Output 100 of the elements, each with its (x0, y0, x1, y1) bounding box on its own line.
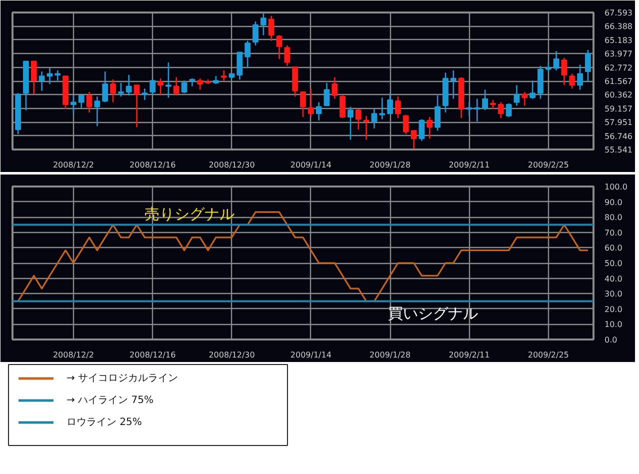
candlestick (30, 60, 37, 95)
candlestick (402, 114, 409, 135)
candlestick (561, 57, 568, 86)
y-tick-label: 67.593 (604, 8, 632, 18)
candlestick (387, 92, 394, 114)
candlestick (102, 70, 108, 103)
candlestick (474, 98, 480, 122)
y-tick-label: 65.183 (604, 36, 632, 45)
candlestick (410, 130, 417, 150)
legend-label: → ハイライン 75% (66, 395, 154, 406)
y-tick-label: 0.0 (604, 336, 618, 344)
x-tick-label: 2008/12/2 (52, 350, 94, 360)
candlestick (585, 49, 591, 82)
candlestick (244, 40, 251, 69)
candlestick (450, 70, 456, 100)
candlestick (78, 94, 84, 109)
y-tick-label: 66.388 (604, 22, 632, 32)
y-tick-label: 60.0 (604, 244, 622, 253)
candlestick (530, 80, 536, 100)
legend-label: ロウライン 25% (66, 417, 142, 428)
y-tick-label: 61.567 (604, 77, 632, 86)
y-tick-label: 62.772 (604, 63, 632, 72)
candlestick (355, 108, 362, 130)
x-tick-label: 2009/1/14 (290, 350, 332, 360)
x-tick-label: 2009/2/11 (448, 350, 490, 360)
x-tick-label: 2009/1/14 (290, 160, 332, 170)
candlestick (86, 91, 92, 114)
y-tick-label: 59.157 (604, 104, 632, 114)
candlestick (363, 115, 370, 140)
y-tick-label: 63.977 (604, 50, 632, 59)
candlestick (371, 108, 378, 130)
candlestick (332, 76, 338, 100)
candlestick (498, 102, 504, 119)
y-tick-label: 60.362 (604, 90, 632, 100)
candlestick (236, 52, 243, 80)
y-tick-label: 70.0 (604, 228, 622, 238)
y-tick-label: 90.0 (604, 198, 622, 207)
y-tick-label: 56.746 (604, 132, 632, 141)
y-tick-label: 10.0 (604, 320, 622, 330)
y-tick-label: 57.951 (604, 118, 632, 128)
candlestick (268, 15, 274, 42)
candlestick (134, 84, 140, 128)
candlestick (54, 70, 61, 82)
x-tick-label: 2009/2/25 (528, 350, 569, 360)
y-tick-label: 20.0 (604, 304, 622, 314)
candlestick (514, 84, 520, 106)
candlestick (284, 44, 290, 66)
candlestick (126, 74, 132, 96)
candlestick (220, 70, 227, 82)
candlestick (434, 94, 441, 132)
candlestick (292, 66, 298, 98)
candlestick (348, 106, 354, 140)
y-tick-label: 55.541 (604, 146, 632, 154)
x-tick-label: 2009/1/28 (370, 160, 411, 170)
candlestick (118, 82, 124, 98)
y-tick-label: 100.0 (604, 182, 628, 192)
candlestick (482, 89, 488, 111)
annotation: 買いシグナル (388, 304, 478, 322)
x-tick-label: 2009/2/25 (528, 160, 569, 170)
candlestick (300, 91, 306, 118)
candlestick (94, 96, 100, 127)
candlestick (316, 102, 322, 122)
candlestick (538, 65, 544, 100)
candlestick (142, 88, 148, 101)
candlestick (197, 78, 204, 90)
x-tick-label: 2009/2/11 (448, 160, 490, 170)
y-tick-label: 30.0 (604, 290, 622, 299)
candlestick (165, 62, 172, 98)
candlestick (181, 80, 188, 94)
candlestick (260, 12, 266, 36)
x-tick-label: 2008/12/16 (130, 160, 176, 170)
candlestick (577, 64, 583, 90)
candlestick (506, 102, 512, 118)
candlestick (252, 20, 258, 46)
candlestick (46, 67, 53, 85)
legend-label: → サイコロジカルライン (66, 373, 178, 384)
x-tick-label: 2008/12/2 (52, 160, 94, 170)
candlestick (426, 116, 433, 140)
candlestick (418, 118, 425, 142)
x-tick-label: 2008/12/30 (208, 160, 255, 170)
candlestick (70, 94, 76, 114)
candlestick (569, 73, 576, 90)
candlestick (490, 99, 496, 110)
candlestick (340, 94, 346, 119)
candlestick (522, 91, 528, 106)
x-tick-label: 2009/1/28 (370, 350, 411, 360)
candlestick (324, 82, 330, 106)
x-tick-label: 2008/12/16 (130, 350, 176, 360)
y-tick-label: 40.0 (604, 274, 622, 284)
candlestick (545, 62, 552, 72)
candlestick (38, 70, 45, 92)
candlestick (276, 34, 282, 60)
candlestick (379, 97, 386, 120)
candlestick (308, 88, 314, 118)
y-tick-label: 50.0 (604, 259, 622, 268)
candlestick (395, 96, 401, 119)
x-tick-label: 2008/12/30 (208, 350, 255, 360)
candlestick (150, 78, 156, 96)
candlestick (158, 78, 164, 96)
candlestick (553, 50, 560, 72)
